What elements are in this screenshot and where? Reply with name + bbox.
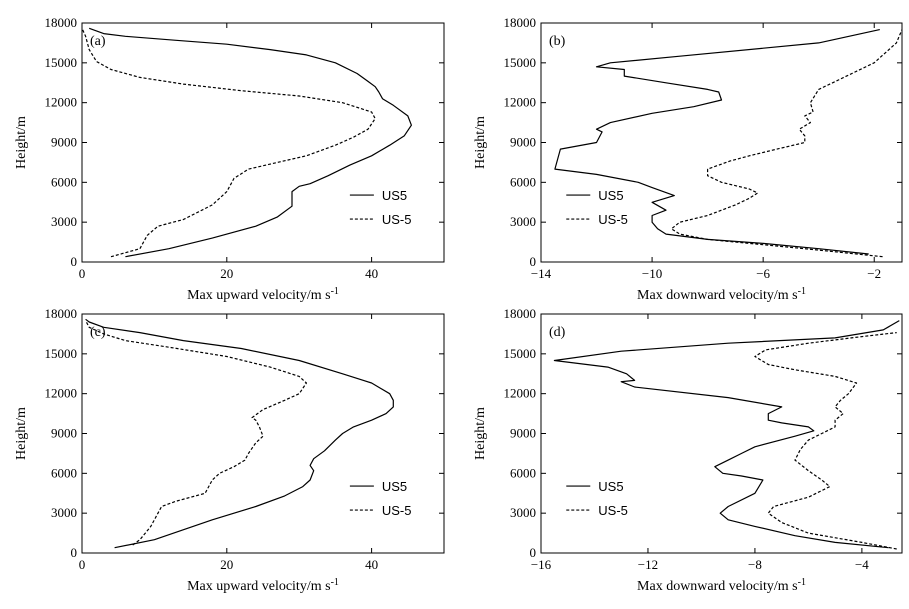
legend-label: US5 [382,188,407,203]
y-tick-label: 18000 [45,306,78,321]
panel-label: (d) [549,325,566,340]
y-tick-label: 15000 [504,346,537,361]
chart-panel-4: 0 3000 6000 9000 12000 15000 18000 −16 −12 −8 −4 Ma… [473,306,903,594]
series-line-us5 [554,29,880,255]
y-tick-label: 15000 [45,55,78,70]
x-tick-label: −10 [642,266,662,281]
y-tick-label: 18000 [504,15,537,30]
x-tick-label: 20 [220,557,233,572]
x-axis-label: Max downward velocity/m s-1 [637,577,806,594]
y-tick-label: 0 [530,545,537,560]
x-tick-label: −12 [638,557,658,572]
y-tick-label: 3000 [510,505,536,520]
series-line-us5 [754,332,897,550]
series-line-us5 [670,29,903,258]
x-tick-label: −8 [748,557,762,572]
chart-panel-1: 0 3000 6000 9000 12000 15000 18000 0 20 40 Max upw… [14,15,445,303]
panel-label: (a) [90,34,106,49]
y-axis-label: Height/m [473,407,488,460]
x-tick-label: −14 [531,266,552,281]
panel-label: (b) [549,34,566,49]
series-line-us5 [553,320,900,549]
x-axis-label: Max upward velocity/m s-1 [187,286,339,303]
x-axis-label-superscript: -1 [798,577,806,588]
y-tick-label: 9000 [510,135,536,150]
series-line-us5 [88,27,412,258]
y-tick-label: 0 [71,254,78,269]
y-tick-label: 12000 [45,386,78,401]
x-tick-label: 20 [220,266,233,281]
y-tick-label: 12000 [504,95,537,110]
legend-label: US-5 [598,503,628,518]
x-tick-label: 40 [365,557,378,572]
y-tick-label: 9000 [51,426,77,441]
legend-label: US5 [598,479,623,494]
x-tick-label: −2 [867,266,881,281]
x-tick-label: −6 [756,266,770,281]
y-tick-label: 6000 [510,465,536,480]
x-tick-label: 40 [365,266,378,281]
chart-panel-2: 0 3000 6000 9000 12000 15000 18000 −14 −10 −6 −2 Ma… [473,15,903,303]
y-axis-label: Height/m [14,407,29,460]
x-tick-label: −16 [531,557,552,572]
x-axis-label-superscript: -1 [331,577,339,588]
y-tick-label: 18000 [45,15,78,30]
x-axis-label: Max upward velocity/m s-1 [187,577,339,594]
y-tick-label: 12000 [45,95,78,110]
y-tick-label: 0 [71,545,78,560]
series-line-us5 [85,320,307,546]
panel-label: (c) [90,325,106,340]
y-tick-label: 0 [530,254,537,269]
y-tick-label: 15000 [504,55,537,70]
x-tick-label: −4 [855,557,869,572]
y-tick-label: 6000 [51,465,77,480]
y-tick-label: 15000 [45,346,78,361]
y-tick-label: 6000 [51,174,77,189]
legend-label: US5 [598,188,623,203]
y-tick-label: 18000 [504,306,537,321]
y-tick-label: 3000 [51,505,77,520]
y-tick-label: 12000 [504,386,537,401]
x-tick-label: 0 [79,266,86,281]
legend-label: US-5 [382,212,412,227]
series-line-us5 [81,28,376,258]
x-axis-label-superscript: -1 [798,286,806,297]
y-tick-label: 9000 [51,135,77,150]
legend-label: US-5 [382,503,412,518]
legend-label: US5 [382,479,407,494]
y-tick-label: 3000 [510,214,536,229]
legend-label: US-5 [598,212,628,227]
series-line-us5 [85,318,394,549]
plot-frame [540,313,903,554]
x-axis-label: Max downward velocity/m s-1 [637,286,806,303]
y-tick-label: 6000 [510,174,536,189]
y-tick-label: 3000 [51,214,77,229]
chart-panel-3: 0 3000 6000 9000 12000 15000 18000 0 20 40 Max upw… [14,306,445,594]
x-axis-label-superscript: -1 [331,286,339,297]
y-axis-label: Height/m [14,116,29,169]
x-tick-label: 0 [79,557,86,572]
y-axis-label: Height/m [473,116,488,169]
y-tick-label: 9000 [510,426,536,441]
